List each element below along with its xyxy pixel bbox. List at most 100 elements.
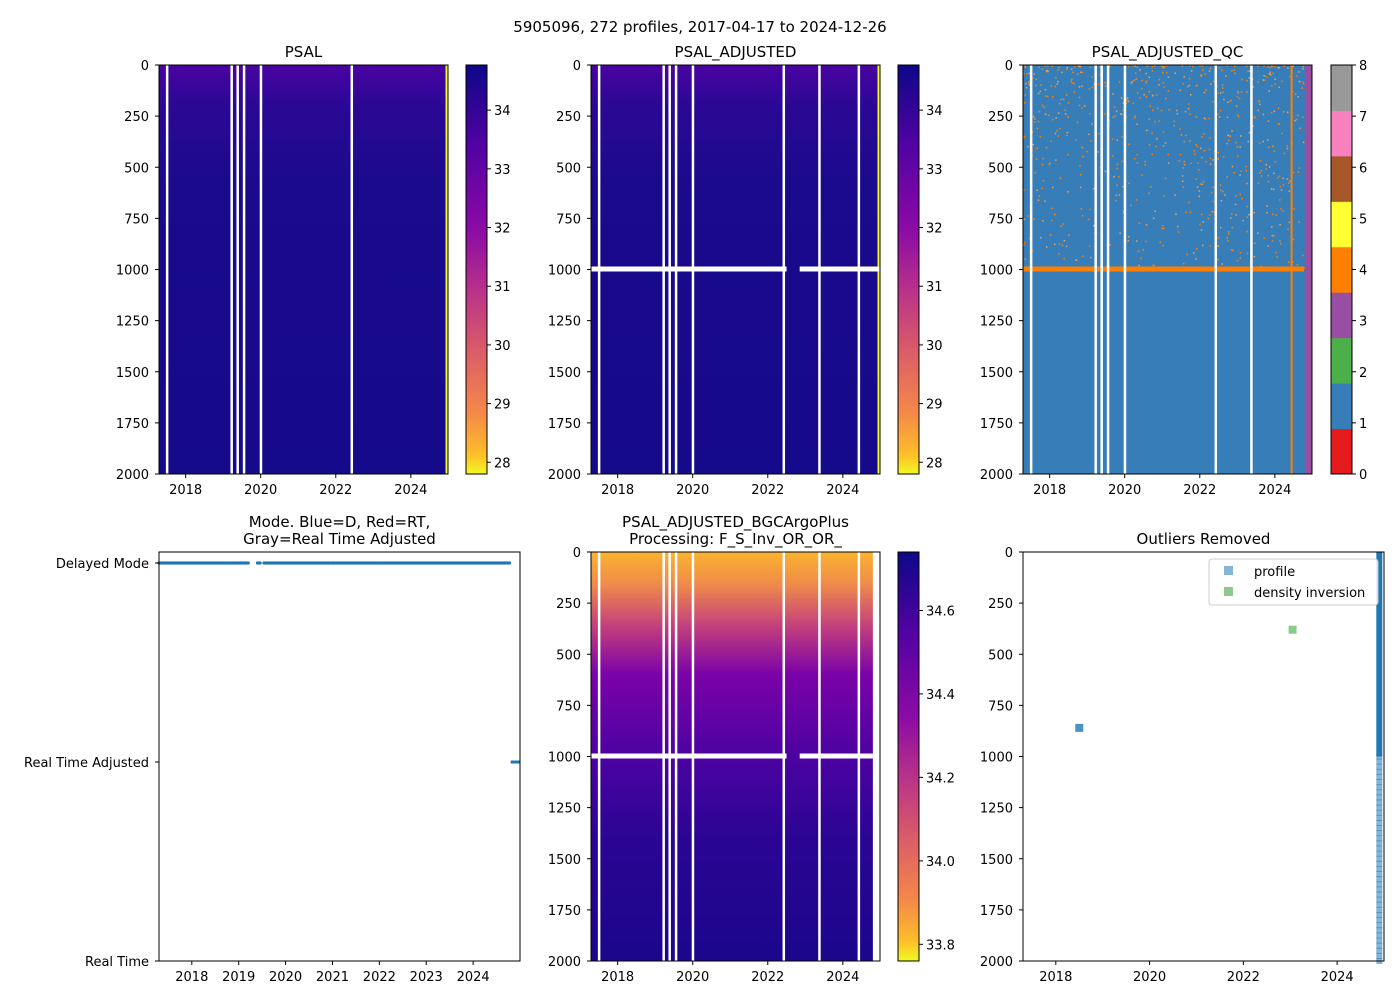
qc-flag-mark xyxy=(1055,77,1057,79)
y-tick-label: 250 xyxy=(988,597,1013,612)
qc-flag-mark xyxy=(1235,195,1237,197)
qc-flag-mark xyxy=(1141,174,1143,177)
panel-mode: Mode. Blue=D, Red=RT,Gray=Real Time Adju… xyxy=(24,513,521,985)
qc-flag-mark xyxy=(1037,199,1040,201)
qc-flag-mark xyxy=(1024,66,1027,68)
qc-flag-mark xyxy=(1027,215,1029,217)
qc-flag-mark xyxy=(1274,83,1277,86)
qc-flag-mark xyxy=(1164,177,1167,180)
profile-outlier-point xyxy=(1376,865,1383,872)
qc-flag-mark xyxy=(1235,105,1238,107)
qc-flag-mark xyxy=(1076,121,1079,124)
missing-profile-gap xyxy=(242,65,246,474)
colorbar-tick-label: 31 xyxy=(494,280,511,295)
qc-flag-mark xyxy=(1203,117,1206,120)
qc-flag-mark xyxy=(1058,102,1061,105)
qc-flag-mark xyxy=(1062,223,1065,225)
colorbar-band xyxy=(1331,155,1352,202)
missing-profile-gap xyxy=(259,65,263,474)
y-tick-label: 1000 xyxy=(980,751,1013,766)
qc-flag-mark xyxy=(1127,239,1130,242)
qc-flag-mark xyxy=(1279,224,1281,226)
qc-flag-mark xyxy=(1165,72,1168,74)
missing-profile-gap xyxy=(165,65,169,474)
qc-flag-mark xyxy=(1080,208,1083,210)
qc-flag-mark xyxy=(1291,261,1294,263)
qc-flag-mark xyxy=(1201,244,1204,247)
missing-profile-gap xyxy=(782,65,786,474)
qc-flag-mark xyxy=(1208,148,1211,151)
qc-flag-mark xyxy=(1178,160,1181,162)
qc-flag-mark xyxy=(1260,265,1262,268)
qc-flag-mark xyxy=(1174,72,1176,74)
qc-flag-mark xyxy=(1037,120,1040,123)
profile-outlier-point xyxy=(1376,937,1383,944)
qc-flag-mark xyxy=(1120,97,1123,99)
colorbar-tick-label: 4 xyxy=(1359,264,1367,279)
qc-flag-mark xyxy=(1028,237,1031,240)
qc-flag-mark xyxy=(1081,71,1084,74)
x-tick-label: 2019 xyxy=(222,970,255,985)
qc-flag-mark xyxy=(1078,65,1081,68)
qc-flag-mark xyxy=(1073,91,1076,93)
qc-flag-mark xyxy=(1116,167,1118,170)
qc-flag-mark xyxy=(1298,71,1300,73)
qc-flag-mark xyxy=(1246,79,1248,82)
qc-flag-mark xyxy=(1288,190,1291,192)
qc-flag-mark xyxy=(1209,163,1212,165)
colorbar-band xyxy=(1331,110,1352,157)
qc-flag-mark xyxy=(1260,175,1263,177)
qc-flag-mark xyxy=(1060,98,1063,101)
qc-flag-mark xyxy=(1193,153,1196,155)
qc-flag-mark xyxy=(1236,146,1239,148)
qc-flag-mark xyxy=(1279,185,1281,188)
missing-profile-gap xyxy=(818,552,821,961)
qc-flag-mark xyxy=(1035,78,1038,81)
qc-flag-mark xyxy=(1275,251,1277,254)
y-tick-label: 500 xyxy=(556,161,581,176)
qc-flag-mark xyxy=(1053,243,1056,246)
qc-flag-mark xyxy=(1031,131,1034,133)
qc-flag-mark xyxy=(1257,182,1260,185)
density-inversion-point xyxy=(1288,625,1297,634)
qc-flag-mark xyxy=(1278,86,1280,88)
qc-flag-mark xyxy=(1167,76,1170,79)
colorbar-tick-label: 28 xyxy=(494,456,511,471)
qc-flag-mark xyxy=(1266,205,1268,207)
qc-flag-mark xyxy=(1136,66,1139,68)
qc-flag-mark xyxy=(1040,84,1042,86)
qc-flag-mark xyxy=(1145,240,1147,243)
qc-flag-mark xyxy=(1089,208,1091,211)
qc-flag-mark xyxy=(1199,65,1201,67)
profile-outlier-point xyxy=(1376,768,1383,775)
y-tick-label: 1000 xyxy=(116,264,149,279)
qc-flag-mark xyxy=(1295,118,1298,121)
qc-flag-mark xyxy=(1247,140,1249,143)
qc-flag-mark xyxy=(1055,117,1058,119)
y-tick-label: 2000 xyxy=(980,955,1013,970)
qc-flag-mark xyxy=(1134,72,1137,74)
qc-flag-mark xyxy=(1078,104,1081,107)
missing-profile-gap xyxy=(674,552,678,961)
colorbar-tick-label: 30 xyxy=(926,339,943,354)
qc-flag-mark xyxy=(1249,70,1251,73)
qc-flag-mark xyxy=(1152,264,1154,267)
qc-flag-mark xyxy=(1259,159,1262,162)
qc-flag-mark xyxy=(1287,67,1289,69)
qc-flag-mark xyxy=(1148,91,1150,93)
colorbar-tick-label: 5 xyxy=(1359,212,1367,227)
qc-flag-mark xyxy=(1299,80,1301,83)
qc-flag-mark xyxy=(1278,66,1280,69)
qc-flag-mark xyxy=(1091,86,1094,89)
qc-flag-mark xyxy=(1023,241,1026,244)
qc-flag-mark xyxy=(1210,191,1213,194)
qc-flag-mark xyxy=(1246,205,1249,208)
qc-flag-mark xyxy=(1134,79,1136,81)
figure-suptitle: 5905096, 272 profiles, 2017-04-17 to 202… xyxy=(513,18,886,36)
qc-flag-mark xyxy=(1205,160,1207,163)
qc-flag-mark xyxy=(1120,113,1123,116)
qc-flag-mark xyxy=(1233,171,1235,174)
qc-flag-mark xyxy=(1032,143,1034,146)
qc-flag-mark xyxy=(1246,182,1248,185)
